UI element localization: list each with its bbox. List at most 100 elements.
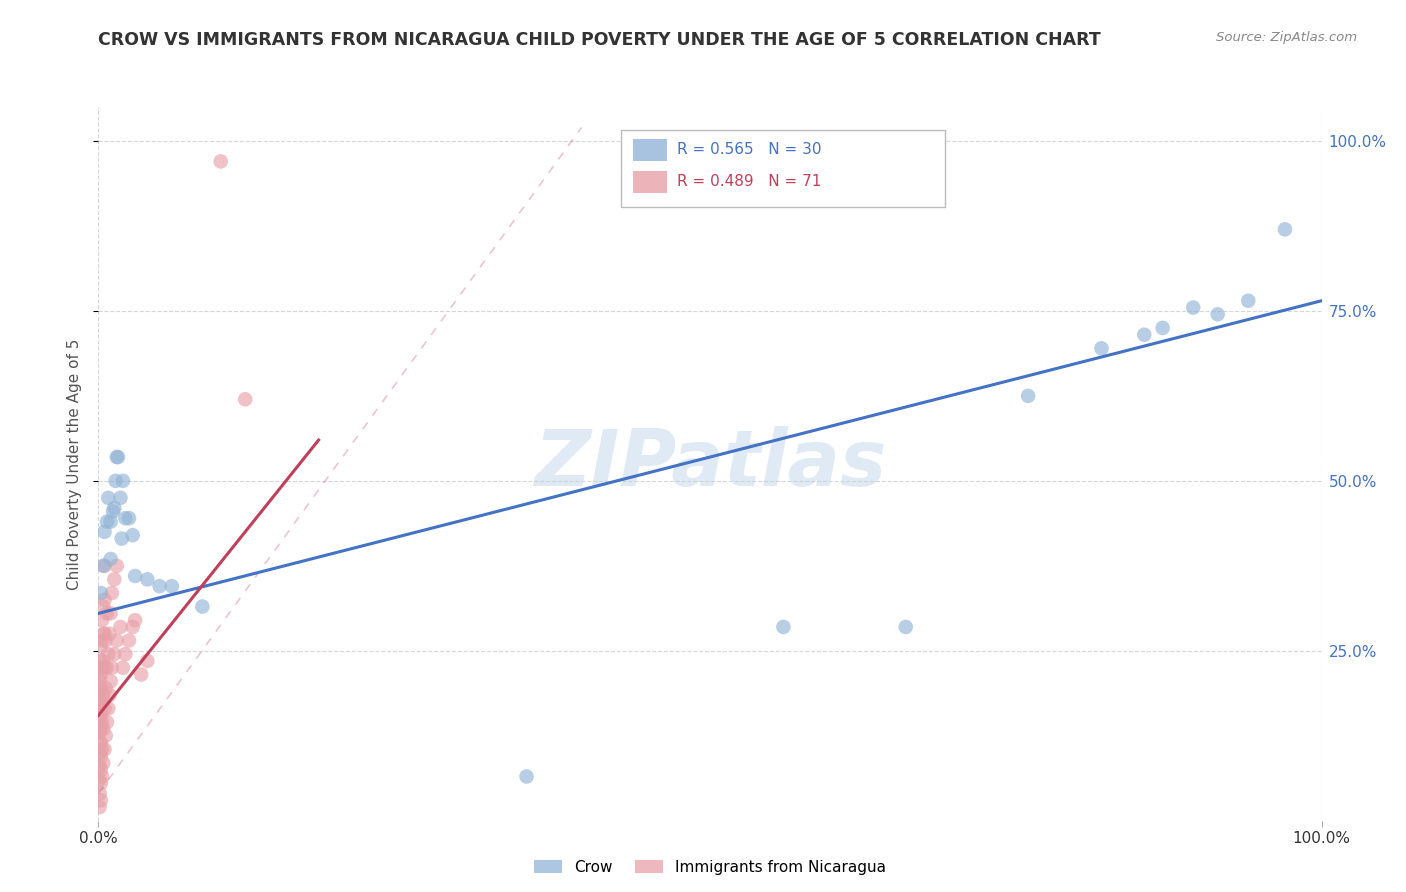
Point: [1017, 389, 1039, 403]
Point: [107, 450, 129, 464]
Point: [124, 613, 146, 627]
Point: [91, 688, 114, 702]
Point: [91, 715, 114, 730]
Point: [90, 640, 112, 655]
Point: [103, 501, 125, 516]
Point: [110, 620, 132, 634]
Point: [97, 701, 120, 715]
Point: [89, 688, 111, 702]
Point: [89, 725, 111, 739]
Point: [111, 661, 134, 675]
Point: [101, 504, 124, 518]
Point: [90, 763, 112, 777]
Text: R = 0.489   N = 71: R = 0.489 N = 71: [678, 175, 821, 189]
Point: [124, 569, 146, 583]
Y-axis label: Child Poverty Under the Age of 5: Child Poverty Under the Age of 5: [67, 338, 83, 590]
Point: [89, 759, 111, 773]
Point: [93, 524, 115, 539]
Point: [93, 661, 115, 675]
Point: [91, 722, 114, 736]
Point: [97, 647, 120, 661]
Legend: Crow, Immigrants from Nicaragua: Crow, Immigrants from Nicaragua: [529, 854, 891, 880]
Point: [90, 708, 112, 723]
Point: [114, 511, 136, 525]
Point: [89, 746, 111, 760]
Point: [96, 607, 118, 621]
Text: CROW VS IMMIGRANTS FROM NICARAGUA CHILD POVERTY UNDER THE AGE OF 5 CORRELATION C: CROW VS IMMIGRANTS FROM NICARAGUA CHILD …: [98, 31, 1101, 49]
Point: [105, 633, 128, 648]
Point: [105, 450, 128, 464]
Point: [1152, 321, 1174, 335]
Point: [89, 674, 111, 689]
Point: [89, 787, 111, 801]
Point: [103, 573, 125, 587]
Point: [89, 708, 111, 723]
Point: [89, 695, 111, 709]
Point: [90, 749, 112, 764]
Point: [91, 633, 114, 648]
Point: [129, 667, 152, 681]
Point: [89, 800, 111, 814]
Point: [1274, 222, 1296, 236]
Point: [100, 607, 122, 621]
Point: [98, 626, 121, 640]
Point: [91, 626, 114, 640]
Bar: [633, 171, 668, 193]
Point: [89, 715, 111, 730]
Point: [89, 735, 111, 749]
Point: [94, 633, 117, 648]
Point: [96, 661, 118, 675]
Point: [96, 715, 118, 730]
Point: [101, 661, 124, 675]
Point: [114, 647, 136, 661]
Point: [515, 769, 537, 783]
Point: [98, 688, 121, 702]
Point: [90, 735, 112, 749]
Point: [93, 626, 115, 640]
Point: [1237, 293, 1260, 308]
Text: Source: ZipAtlas.com: Source: ZipAtlas.com: [1216, 31, 1357, 45]
Point: [89, 681, 111, 695]
Point: [136, 654, 159, 668]
Point: [89, 667, 111, 681]
Point: [103, 647, 125, 661]
Point: [90, 681, 112, 695]
Point: [111, 532, 134, 546]
Point: [97, 491, 120, 505]
Point: [100, 552, 122, 566]
Point: [104, 474, 127, 488]
Point: [93, 742, 115, 756]
Point: [93, 592, 115, 607]
Point: [121, 528, 143, 542]
Point: [233, 392, 256, 407]
Point: [1182, 301, 1205, 315]
Point: [90, 776, 112, 790]
Point: [101, 586, 124, 600]
Point: [105, 558, 128, 573]
FancyBboxPatch shape: [620, 130, 945, 207]
Point: [90, 793, 112, 807]
Point: [96, 515, 118, 529]
Point: [90, 722, 112, 736]
Point: [209, 154, 232, 169]
Point: [121, 620, 143, 634]
Point: [149, 579, 172, 593]
Point: [91, 654, 114, 668]
Point: [90, 654, 112, 668]
Point: [772, 620, 794, 634]
Point: [94, 729, 117, 743]
Point: [91, 742, 114, 756]
Point: [160, 579, 183, 593]
Point: [118, 511, 141, 525]
Point: [91, 769, 114, 783]
Point: [90, 695, 112, 709]
Point: [94, 681, 117, 695]
Point: [1090, 341, 1112, 355]
Point: [89, 661, 111, 675]
Point: [100, 674, 122, 689]
Point: [91, 558, 114, 573]
Point: [91, 756, 114, 770]
Point: [191, 599, 214, 614]
Point: [100, 515, 122, 529]
Point: [111, 474, 134, 488]
